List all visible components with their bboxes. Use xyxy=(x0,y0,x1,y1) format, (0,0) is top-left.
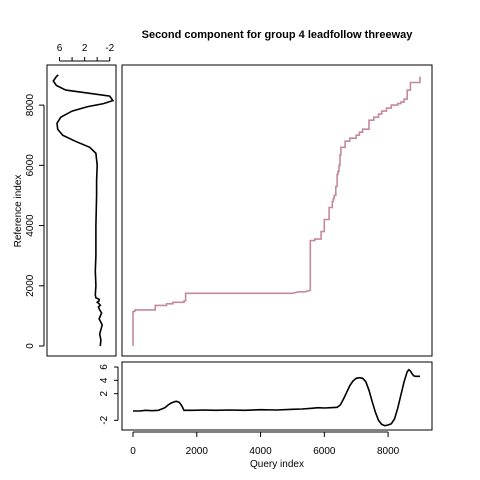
chart-title: Second component for group 4 leadfollow … xyxy=(142,29,414,41)
y-tick-label: 6000 xyxy=(25,154,36,177)
y-tick-label: 0 xyxy=(25,343,36,349)
x-tick-label: 2000 xyxy=(186,446,209,457)
bottom-y-tick-label: 4 xyxy=(99,377,110,383)
left-x-tick-label: -2 xyxy=(105,43,114,54)
left-x-tick-label: 2 xyxy=(82,43,88,54)
x-tick-label: 4000 xyxy=(249,446,272,457)
x-tick-label: 8000 xyxy=(377,446,400,457)
x-tick-label: 0 xyxy=(130,446,136,457)
x-axis-title: Query index xyxy=(250,459,304,470)
bottom-y-tick-label: -2 xyxy=(99,415,110,424)
main-panel-frame xyxy=(121,64,433,357)
y-tick-label: 4000 xyxy=(25,214,36,237)
bottom-y-tick-label: 6 xyxy=(99,364,110,370)
y-tick-label: 8000 xyxy=(25,94,36,117)
bottom-panel-frame xyxy=(121,361,433,431)
bottom-series-line xyxy=(133,368,420,427)
left-x-tick-label: 6 xyxy=(57,43,63,54)
axes-layer: 0 2000 4000 6000 8000 0 2000 4000 6000 8000 -2 2 4 6 6… xyxy=(25,43,400,457)
main-series-line xyxy=(132,76,421,346)
x-tick-label: 6000 xyxy=(313,446,336,457)
y-axis-title: Reference index xyxy=(13,175,24,248)
left-series-line xyxy=(52,74,115,347)
left-panel-frame xyxy=(46,64,117,357)
y-tick-label: 2000 xyxy=(25,274,36,297)
bottom-y-tick-label: 2 xyxy=(99,390,110,396)
